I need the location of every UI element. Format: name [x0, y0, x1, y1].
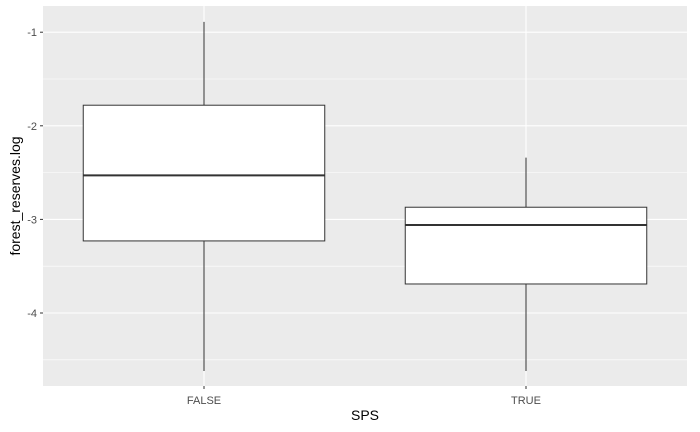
x-axis-title: SPS [351, 407, 379, 423]
box-true [404, 157, 648, 372]
y-axis-title: forest_reserves.log [7, 136, 23, 255]
boxes [82, 21, 648, 372]
x-tick-label: TRUE [511, 395, 541, 407]
box-iqr [404, 206, 648, 285]
y-tick-label: -3 [27, 214, 37, 226]
box-iqr [82, 104, 326, 242]
y-tick-label: -1 [27, 27, 37, 39]
x-tick-label: FALSE [187, 395, 221, 407]
y-axis-ticks: -1 -2 -3 -4 [27, 27, 43, 320]
box-false [82, 21, 326, 372]
y-tick-label: -4 [27, 308, 37, 320]
y-tick-label: -2 [27, 121, 37, 133]
x-axis-ticks: FALSE TRUE [187, 386, 541, 407]
